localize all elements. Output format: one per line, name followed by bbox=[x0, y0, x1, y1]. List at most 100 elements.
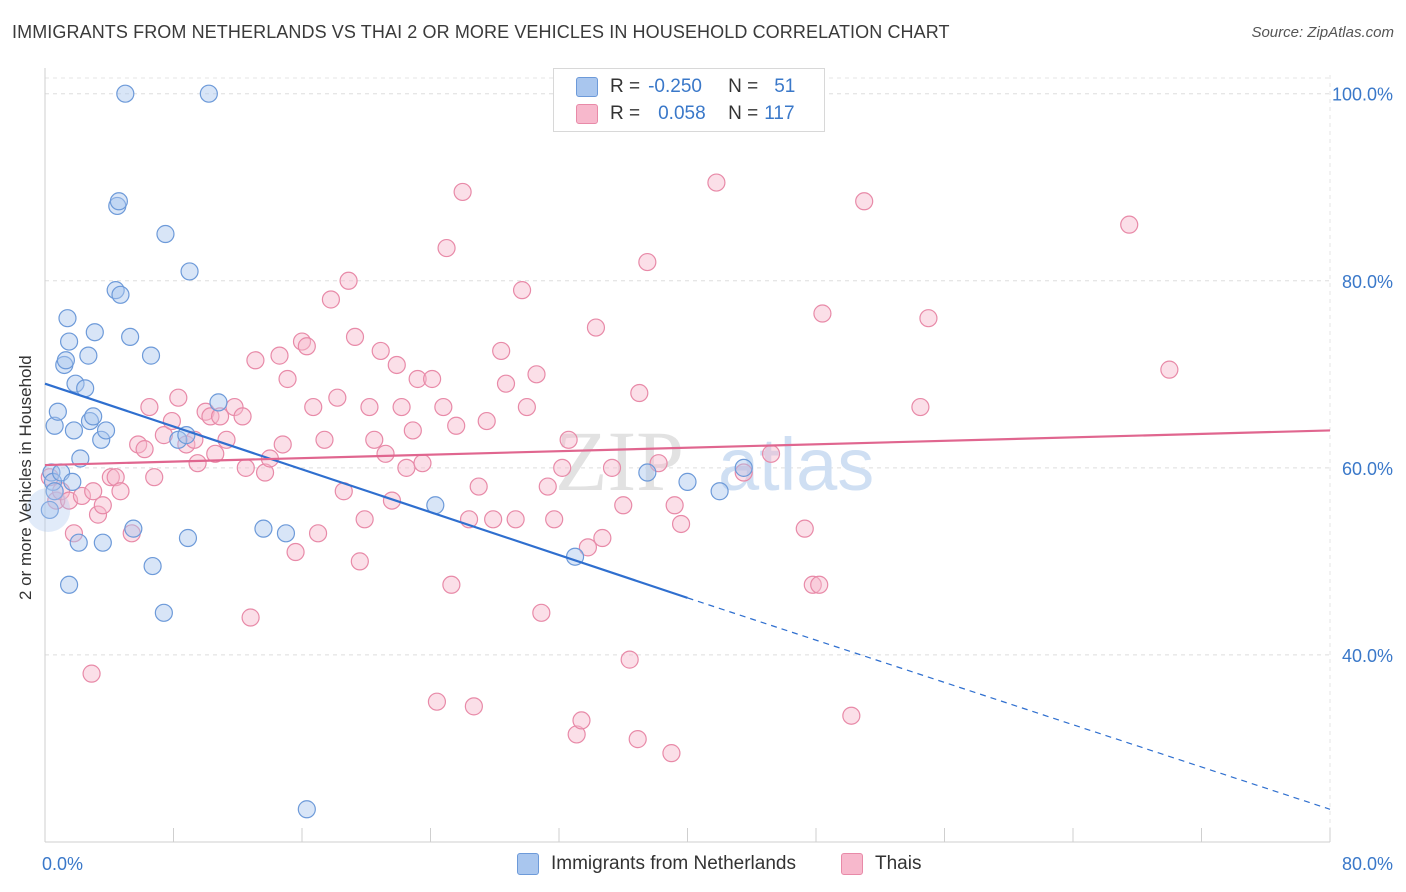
thais-point bbox=[638, 252, 657, 272]
legend-swatch-netherlands bbox=[576, 77, 598, 97]
legend-r-label: R = bbox=[610, 76, 641, 97]
x-tick-label: 80.0% bbox=[1342, 854, 1393, 874]
netherlands-point bbox=[254, 519, 273, 538]
thais-point bbox=[154, 426, 173, 445]
netherlands-point bbox=[734, 458, 753, 477]
axes bbox=[44, 68, 1331, 843]
thais-point bbox=[297, 337, 316, 356]
thais-point bbox=[84, 482, 103, 501]
chart-title: IMMIGRANTS FROM NETHERLANDS VS THAI 2 OR… bbox=[12, 22, 950, 42]
thais-point bbox=[578, 538, 598, 557]
thais-point bbox=[101, 468, 120, 487]
thais-point bbox=[427, 692, 447, 711]
stats-legend: R = -0.250 N = 51 R = 0.058 N = 117 bbox=[553, 68, 825, 132]
thais-point bbox=[919, 309, 938, 328]
thais-point bbox=[241, 608, 260, 627]
thais-point bbox=[376, 444, 395, 463]
thais-point bbox=[350, 552, 369, 571]
netherlands-point bbox=[710, 482, 729, 501]
thais-point bbox=[614, 496, 633, 515]
netherlands-point bbox=[40, 500, 59, 520]
legend-r-label: R = bbox=[610, 103, 641, 124]
watermark-zip: ZIP bbox=[555, 413, 684, 509]
thais-point bbox=[506, 510, 525, 529]
thais-point bbox=[135, 440, 154, 459]
thais-point bbox=[1160, 360, 1179, 379]
netherlands-trend-extension bbox=[687, 597, 1331, 810]
thais-point bbox=[355, 510, 374, 529]
grid-lines bbox=[45, 75, 1331, 842]
netherlands-point bbox=[92, 430, 111, 449]
thais-point bbox=[360, 397, 379, 417]
x-tick-label: 0.0% bbox=[42, 854, 83, 874]
thais-point bbox=[1120, 215, 1139, 234]
legend-n-label: N = bbox=[728, 103, 759, 124]
thais-point bbox=[671, 514, 691, 534]
netherlands-point bbox=[638, 463, 657, 482]
thais-point bbox=[810, 575, 829, 594]
netherlands-point bbox=[45, 482, 64, 501]
thais-point bbox=[217, 430, 236, 449]
thais-point bbox=[273, 435, 292, 454]
netherlands-point bbox=[59, 575, 79, 594]
netherlands-point bbox=[84, 407, 103, 426]
bottom-legend-thais: Thais bbox=[841, 852, 921, 876]
netherlands-point bbox=[58, 309, 77, 328]
netherlands-point bbox=[177, 426, 196, 445]
thais-point bbox=[567, 725, 586, 744]
netherlands-point bbox=[96, 421, 116, 440]
netherlands-point bbox=[48, 402, 67, 421]
thais-point bbox=[88, 505, 108, 524]
thais-point bbox=[527, 365, 546, 384]
thais-point bbox=[413, 454, 432, 473]
thais-point bbox=[188, 454, 207, 473]
thais-point bbox=[47, 491, 66, 510]
thais-point bbox=[586, 318, 606, 337]
netherlands-point bbox=[45, 416, 64, 435]
thais-point bbox=[145, 468, 164, 487]
netherlands-point bbox=[109, 192, 128, 211]
netherlands-cluster-point bbox=[26, 487, 71, 532]
thais-point bbox=[842, 706, 861, 725]
y-tick-label: 40.0% bbox=[1342, 646, 1393, 666]
thais-point bbox=[795, 519, 814, 538]
thais-point bbox=[469, 477, 488, 496]
legend-r-value: 0.058 bbox=[658, 103, 706, 124]
series-netherlands bbox=[26, 84, 753, 819]
thais-point bbox=[517, 397, 536, 417]
thais-point bbox=[761, 444, 781, 463]
thais-point bbox=[246, 351, 265, 370]
netherlands-point bbox=[276, 524, 296, 543]
thais-point bbox=[403, 421, 422, 440]
thais-point bbox=[371, 341, 390, 361]
thais-point bbox=[408, 369, 427, 389]
y-tick-label: 100.0% bbox=[1332, 85, 1393, 105]
thais-point bbox=[813, 304, 832, 323]
netherlands-point bbox=[141, 346, 161, 365]
bottom-legend-label: Thais bbox=[875, 853, 922, 874]
thais-point bbox=[278, 369, 297, 389]
netherlands-trend-line bbox=[44, 382, 688, 599]
tick-labels: 40.0% 60.0% 80.0% 100.0% 0.0% 80.0% bbox=[42, 85, 1393, 874]
thais-point bbox=[492, 341, 511, 361]
legend-n-value: 51 bbox=[774, 76, 796, 97]
legend-n-value: 117 bbox=[764, 103, 795, 124]
thais-point bbox=[315, 430, 334, 449]
netherlands-point bbox=[297, 800, 316, 819]
thais-point bbox=[392, 397, 411, 417]
netherlands-point bbox=[209, 393, 228, 412]
netherlands-point bbox=[64, 421, 84, 440]
legend-r-value: -0.250 bbox=[648, 76, 702, 97]
thais-point bbox=[602, 458, 622, 477]
netherlands-point bbox=[678, 472, 697, 491]
netherlands-point bbox=[178, 528, 198, 548]
thais-point bbox=[707, 173, 726, 192]
netherlands-point bbox=[154, 603, 173, 622]
thais-point bbox=[210, 407, 230, 426]
thais-point bbox=[572, 711, 591, 730]
thais-point bbox=[308, 524, 328, 543]
thais-point bbox=[397, 458, 416, 477]
thais-trend-line bbox=[44, 429, 1331, 467]
thais-point bbox=[855, 192, 874, 211]
netherlands-point bbox=[93, 533, 112, 552]
